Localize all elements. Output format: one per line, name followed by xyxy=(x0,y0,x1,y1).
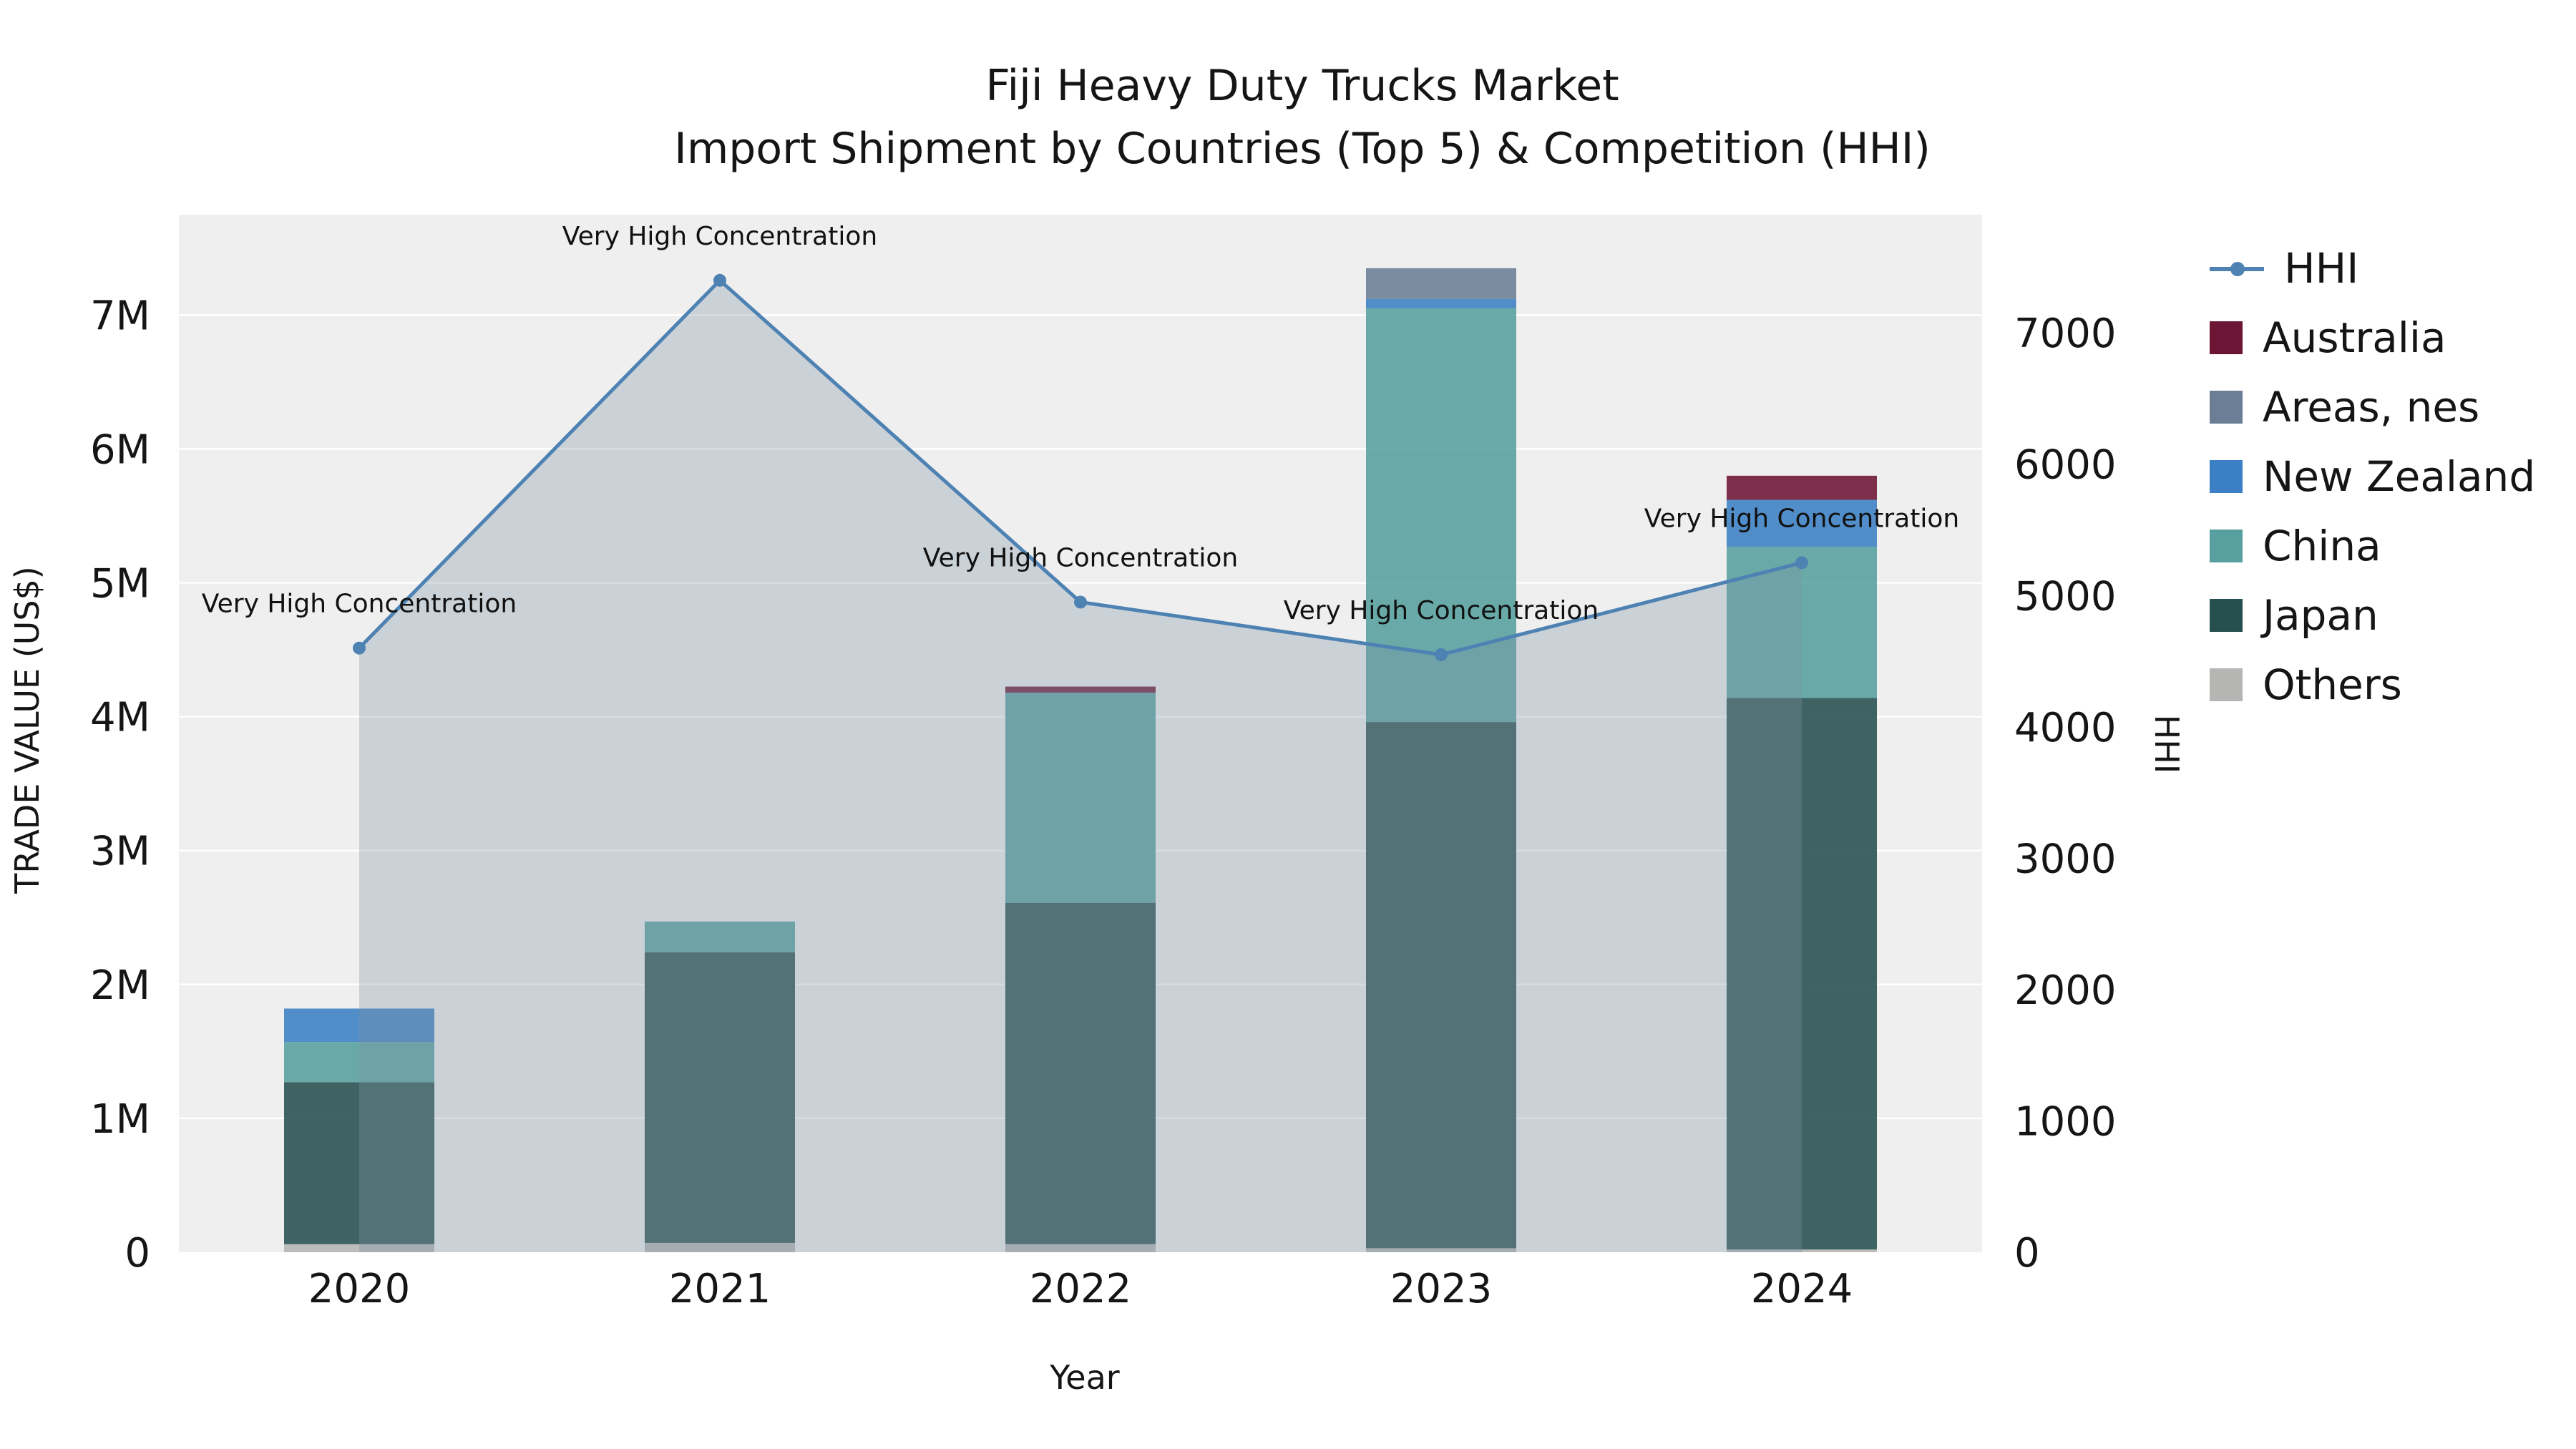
x-tick-2022: 2022 xyxy=(1030,1266,1132,1312)
x-axis-label: Year xyxy=(1050,1358,1120,1397)
chart-title: Fiji Heavy Duty Trucks Market xyxy=(985,61,1619,111)
bar-segment-japan-2024 xyxy=(1727,698,1877,1250)
legend-label-japan: Japan xyxy=(2263,590,2379,640)
y-left-tick-3M: 3M xyxy=(90,829,150,875)
bar-segment-australia-2022 xyxy=(1005,686,1156,693)
hhi-marker-2022 xyxy=(1074,595,1087,609)
x-tick-2021: 2021 xyxy=(669,1266,771,1312)
bar-segment-others-2023 xyxy=(1366,1248,1516,1252)
bar-segment-japan-2022 xyxy=(1005,902,1156,1244)
y-right-tick-4000: 4000 xyxy=(2014,705,2117,751)
y-left-tick-2M: 2M xyxy=(90,962,150,1009)
legend-label-china: China xyxy=(2263,521,2381,570)
hhi-area xyxy=(359,280,1802,1252)
x-tick-2023: 2023 xyxy=(1390,1266,1493,1312)
y-axis-label-right: HHI xyxy=(2147,714,2186,774)
bar-segment-china-2020 xyxy=(284,1042,434,1083)
y-left-tick-5M: 5M xyxy=(90,561,150,608)
bar-segment-japan-2020 xyxy=(284,1082,434,1244)
legend: HHI Australia Areas, nes New Zealand China Ja… xyxy=(2210,233,2535,719)
bar-segment-areas-nes-2023 xyxy=(1366,268,1516,299)
x-tick-2020: 2020 xyxy=(308,1266,411,1312)
y-left-tick-6M: 6M xyxy=(90,426,150,473)
bar-segment-new-zealand-2024 xyxy=(1727,499,1877,547)
bar-segment-new-zealand-2020 xyxy=(284,1008,434,1043)
y-right-tick-1000: 1000 xyxy=(2014,1098,2117,1145)
y-right-tick-6000: 6000 xyxy=(2014,442,2117,489)
y-right-tick-0: 0 xyxy=(2014,1230,2040,1277)
annotation-2020: Very High Concentration xyxy=(202,590,517,619)
y-axis-left-ticks: 0 1M 2M 3M 4M 5M 6M 7M xyxy=(90,293,150,1277)
legend-item-japan: Japan xyxy=(2210,580,2535,650)
legend-label-others: Others xyxy=(2263,660,2402,709)
chart-subtitle: Import Shipment by Countries (Top 5) & C… xyxy=(674,124,1931,174)
legend-label-australia: Australia xyxy=(2263,313,2446,362)
legend-item-areas-nes: Areas, nes xyxy=(2210,372,2535,441)
hhi-marker-2021 xyxy=(713,273,726,287)
legend-swatch-others xyxy=(2210,668,2243,701)
bar-segment-japan-2023 xyxy=(1366,722,1516,1249)
y-left-tick-1M: 1M xyxy=(90,1096,150,1143)
annotations: Very High Concentration Very High Concent… xyxy=(202,222,1959,625)
y-axis-right-ticks: 0 1000 2000 3000 4000 5000 6000 7000 xyxy=(2014,311,2117,1277)
bar-segment-china-2022 xyxy=(1005,692,1156,903)
y-right-tick-3000: 3000 xyxy=(2014,836,2117,882)
y-left-tick-0: 0 xyxy=(125,1230,150,1277)
bar-segment-others-2022 xyxy=(1005,1244,1156,1252)
legend-label-new-zealand: New Zealand xyxy=(2263,452,2536,501)
x-tick-2024: 2024 xyxy=(1751,1266,1853,1312)
legend-label-areas-nes: Areas, nes xyxy=(2263,382,2480,431)
bar-segment-others-2021 xyxy=(645,1242,795,1252)
hhi-marker-2024 xyxy=(1795,556,1808,570)
legend-swatch-new-zealand xyxy=(2210,459,2243,493)
y-axis-label-left: TRADE VALUE (US$) xyxy=(8,566,47,894)
y-left-tick-4M: 4M xyxy=(90,695,150,741)
annotation-2023: Very High Concentration xyxy=(1284,596,1599,625)
bar-segment-china-2024 xyxy=(1727,547,1877,698)
hhi-marker-2023 xyxy=(1435,648,1448,661)
y-right-tick-7000: 7000 xyxy=(2014,311,2117,357)
y-right-tick-5000: 5000 xyxy=(2014,573,2117,620)
legend-item-others: Others xyxy=(2210,650,2535,719)
bar-segment-japan-2021 xyxy=(645,952,795,1243)
legend-item-china: China xyxy=(2210,511,2535,580)
hhi-markers xyxy=(353,273,1808,661)
legend-line-marker-hhi xyxy=(2210,252,2264,285)
legend-swatch-china xyxy=(2210,529,2243,562)
legend-item-hhi: HHI xyxy=(2210,233,2535,303)
legend-swatch-areas-nes xyxy=(2210,390,2243,424)
annotation-2022: Very High Concentration xyxy=(923,543,1238,572)
bar-segment-china-2021 xyxy=(645,921,795,952)
legend-swatch-australia xyxy=(2210,321,2243,354)
legend-label-hhi: HHI xyxy=(2284,243,2359,293)
bar-segment-others-2020 xyxy=(284,1244,434,1252)
annotation-2024: Very High Concentration xyxy=(1644,504,1959,533)
legend-swatch-japan xyxy=(2210,598,2243,632)
y-right-tick-2000: 2000 xyxy=(2014,967,2117,1014)
bar-segment-australia-2024 xyxy=(1727,475,1877,500)
annotation-2021: Very High Concentration xyxy=(562,222,877,251)
y-left-tick-7M: 7M xyxy=(90,293,150,339)
bar-segment-others-2024 xyxy=(1727,1249,1877,1252)
hhi-marker-2020 xyxy=(353,641,366,655)
legend-item-australia: Australia xyxy=(2210,303,2535,372)
bar-segment-new-zealand-2023 xyxy=(1366,298,1516,308)
legend-item-new-zealand: New Zealand xyxy=(2210,441,2535,511)
x-axis-ticks: 2020 2021 2022 2023 2024 xyxy=(308,1266,1853,1312)
